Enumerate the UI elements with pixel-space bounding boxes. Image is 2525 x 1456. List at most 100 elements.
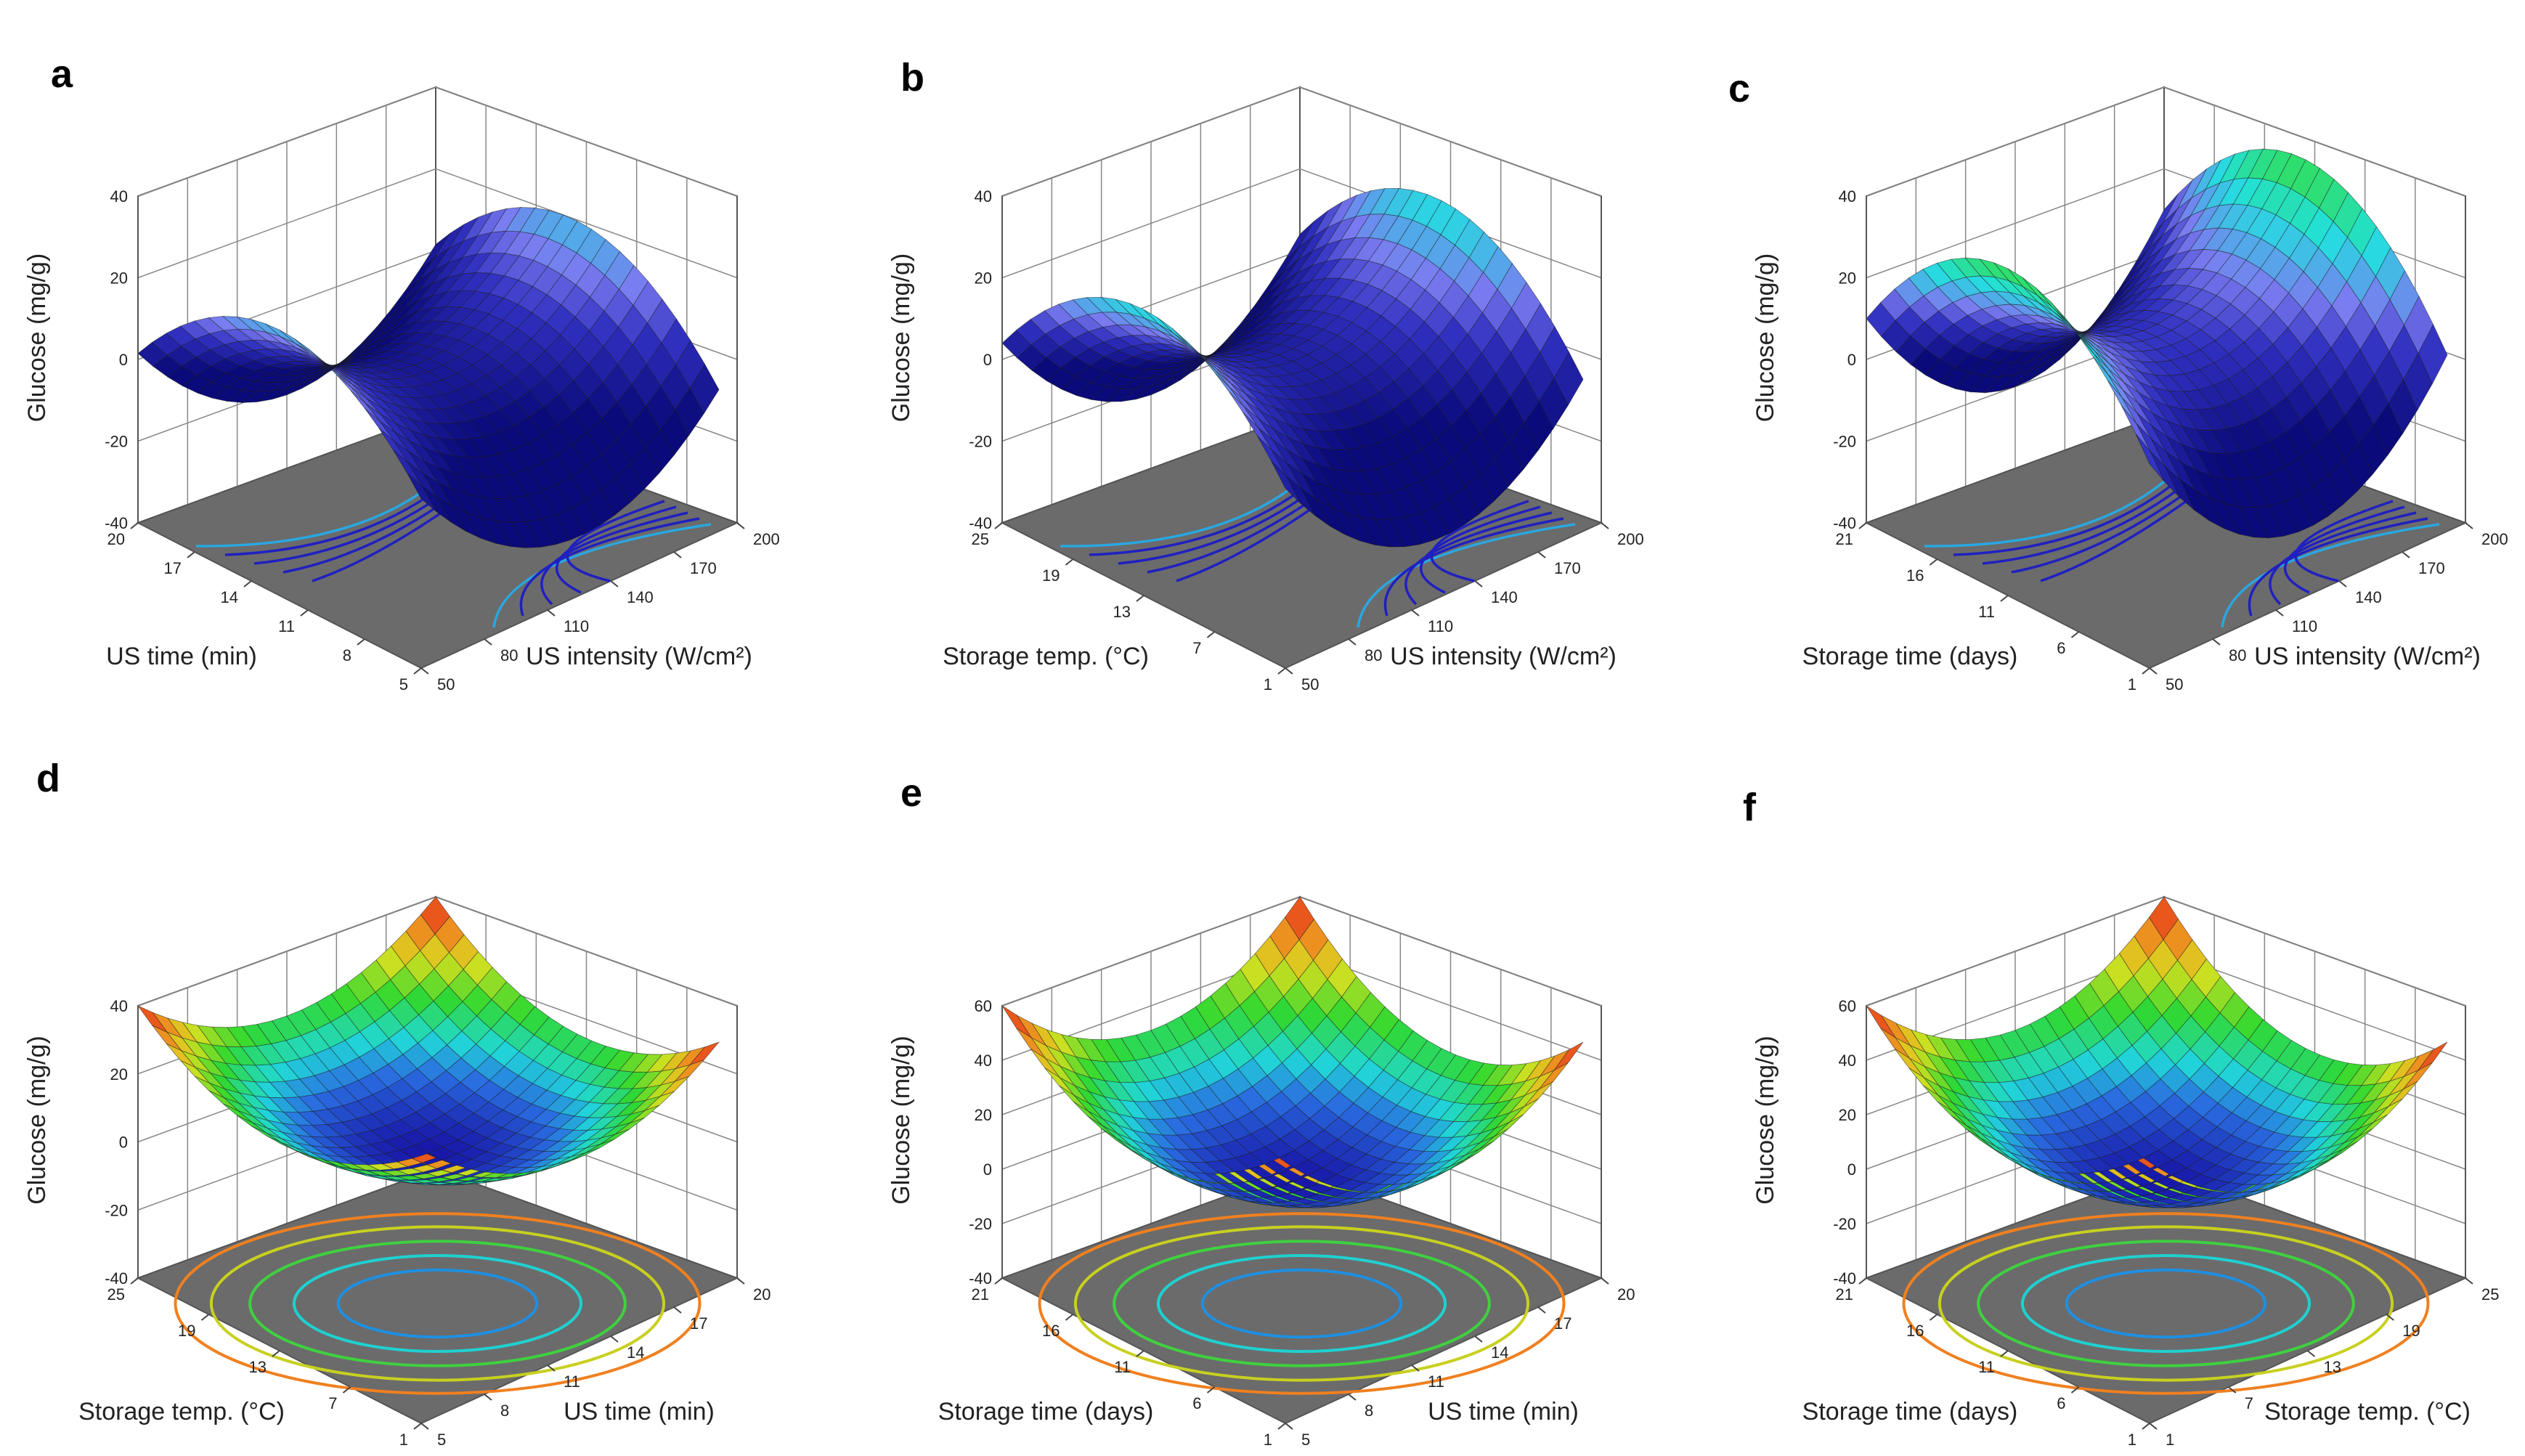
y-tick-label: 13 — [1113, 603, 1131, 621]
x-tick-label: 110 — [564, 617, 589, 635]
y-tick-label: 5 — [399, 675, 408, 694]
z-tick-label: -20 — [969, 1215, 992, 1233]
y-tick-label: 11 — [1978, 603, 1995, 621]
y-tick-label: 6 — [2057, 639, 2065, 657]
x-tick-label: 8 — [500, 1402, 509, 1420]
y-tick-label: 6 — [2057, 1394, 2065, 1412]
wall-grid-line — [1001, 86, 1602, 197]
contour-line — [209, 1225, 666, 1382]
y-tick — [1136, 1350, 1144, 1357]
z-axis-title: Glucose (mg/g) — [887, 253, 915, 422]
z-axis-title: Glucose (mg/g) — [23, 1036, 51, 1204]
z-tick-label: 20 — [110, 1065, 128, 1083]
y-tick-label: 7 — [1192, 639, 1201, 657]
x-tick-label: 50 — [1301, 675, 1319, 694]
y-tick-label: 11 — [1114, 1358, 1131, 1376]
z-tick-label: -40 — [1833, 1269, 1856, 1288]
contour-line — [1200, 1268, 1403, 1339]
contour-lines — [1902, 1212, 2430, 1395]
contour-line — [174, 1212, 702, 1395]
x-tick — [2465, 522, 2473, 529]
z-tick-label: 20 — [1839, 269, 1856, 288]
z-tick-label: -40 — [105, 1269, 128, 1288]
wall-grid-line — [1866, 86, 2466, 197]
z-tick-label: -20 — [105, 1201, 128, 1219]
chart-panel-b: -40 -20 0 20 40 50 80 110 140 170 200 1 7 13 19 25 Gluco… — [887, 86, 1644, 694]
x-tick — [1474, 580, 1483, 587]
x-tick-label: 140 — [627, 588, 654, 606]
y-tick-label: 1 — [2128, 1431, 2136, 1449]
x-tick — [2465, 1277, 2473, 1285]
x-tick — [2386, 1314, 2394, 1321]
contour-line — [556, 505, 677, 594]
response-surface — [137, 207, 720, 548]
z-tick-label: 0 — [1847, 1160, 1856, 1179]
y-tick-label: 7 — [328, 1394, 337, 1412]
surface-cell — [1001, 1005, 1032, 1038]
y-axis-title: Storage time (days) — [1802, 643, 2018, 670]
panel-letter-a: a — [51, 52, 73, 96]
z-tick-label: 0 — [983, 351, 992, 369]
y-tick-label: 6 — [1192, 1394, 1201, 1412]
z-tick-label: -20 — [1833, 433, 1856, 451]
y-tick-label: 25 — [972, 530, 989, 548]
x-tick — [420, 667, 429, 675]
surface-cell — [1285, 896, 1314, 940]
x-tick-label: 170 — [2418, 559, 2445, 577]
x-axis-title: Storage temp. (°C) — [2264, 1398, 2471, 1426]
x-tick — [1411, 1365, 1420, 1372]
x-tick — [484, 1394, 492, 1401]
y-tick — [2070, 631, 2080, 638]
surface-cell — [1866, 1005, 1896, 1038]
panel-letter-f: f — [1743, 786, 1757, 829]
wall-grid-line — [137, 168, 738, 279]
y-tick — [342, 1386, 351, 1394]
x-tick-label: 20 — [753, 1285, 770, 1304]
x-tick-label: 170 — [690, 559, 717, 577]
contour-line — [1430, 500, 1529, 582]
contour-line — [2284, 505, 2405, 594]
surface-cell — [2149, 896, 2179, 940]
wall-grid-line — [1001, 168, 1602, 279]
surface-cell — [1553, 1041, 1584, 1071]
contour-line — [1938, 1225, 2394, 1382]
y-axis-title: Storage time (days) — [1802, 1398, 2018, 1426]
y-tick — [272, 1350, 280, 1357]
x-tick-label: 14 — [627, 1343, 644, 1362]
y-tick — [2142, 667, 2150, 675]
z-tick-label: 20 — [975, 269, 992, 288]
x-tick — [1474, 1335, 1483, 1343]
z-tick-label: 60 — [1839, 997, 1856, 1015]
z-tick-label: -40 — [969, 1269, 992, 1288]
surface-cell — [688, 1041, 720, 1066]
y-tick-label: 11 — [1978, 1358, 1995, 1376]
y-tick — [187, 551, 195, 558]
y-tick-label: 16 — [1906, 1322, 1924, 1340]
x-tick — [484, 638, 492, 646]
contour-line — [492, 523, 712, 628]
x-tick-label: 5 — [1301, 1431, 1310, 1449]
surface-cell — [1964, 257, 1996, 277]
x-tick-label: 25 — [2481, 1285, 2499, 1304]
x-tick — [1348, 1394, 1357, 1401]
x-tick-label: 1 — [2166, 1431, 2174, 1449]
x-tick — [736, 522, 745, 529]
x-tick-label: 13 — [2324, 1358, 2341, 1376]
x-tick — [547, 609, 556, 617]
x-tick-label: 110 — [2292, 617, 2317, 635]
x-tick-label: 7 — [2245, 1394, 2253, 1412]
response-surface — [1866, 148, 2448, 539]
contour-line — [1977, 1240, 2355, 1367]
y-tick — [413, 667, 422, 675]
z-axis-title: Glucose (mg/g) — [23, 253, 51, 422]
z-tick-label: -40 — [1833, 514, 1856, 532]
y-tick — [130, 1277, 139, 1285]
x-tick-label: 20 — [1617, 1285, 1635, 1304]
contour-line — [2020, 1254, 2311, 1353]
y-tick — [1858, 522, 1867, 529]
z-axis-title: Glucose (mg/g) — [887, 1036, 915, 1204]
response-surface — [137, 896, 720, 1186]
response-surface — [1001, 187, 1584, 548]
